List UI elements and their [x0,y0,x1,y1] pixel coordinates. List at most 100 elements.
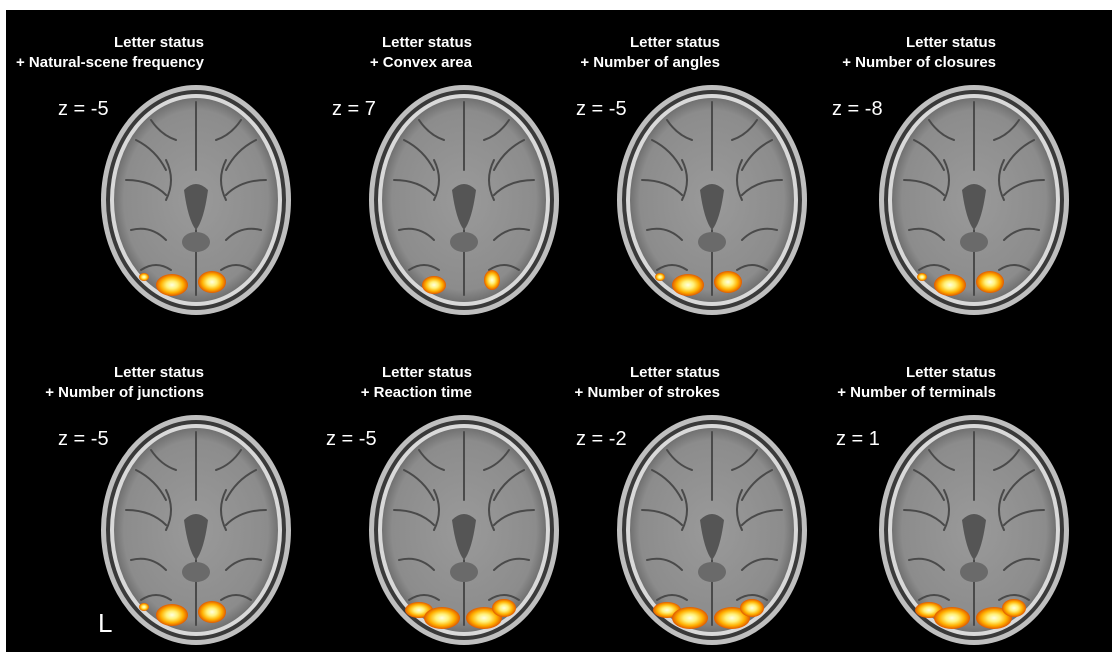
brain-panel-1: Letter status + Natural-scene frequency … [6,10,291,315]
panel-title: Letter status + Natural-scene frequency [16,33,204,73]
z-coordinate-label: z = 7 [332,98,376,120]
activation-blob [714,607,750,629]
activation-clusters [422,270,500,294]
brain-panel-6: Letter status + Reaction time z = -5 [274,340,559,645]
z-coordinate-label: z = -5 [58,428,109,450]
axial-brain-slice [101,415,291,645]
activation-blob [934,607,970,629]
cerebellum-vermis [450,562,478,582]
panel-title-line2: + Number of closures [842,54,996,71]
panel-title-line2: + Number of strokes [574,384,720,401]
activation-clusters [653,599,764,629]
brain-panel-7: Letter status + Number of strokes z = -2 [522,340,807,645]
activation-blob [156,604,188,626]
brain-panel-8: Letter status + Number of terminals z = … [778,340,1069,645]
brain-panel-4: Letter status + Number of closures z = -… [778,10,1069,315]
panel-title-line1: Letter status [629,364,720,381]
panel-title-line1: Letter status [381,34,472,51]
cerebellum-vermis [698,232,726,252]
sulci [125,431,267,626]
midbrain [184,514,208,560]
midbrain [452,184,476,230]
panel-title-line1: Letter status [905,34,996,51]
brain-panel-5: Letter status + Number of junctions z = … [6,340,291,645]
activation-blob [139,603,149,611]
axial-brain-slice [879,85,1069,315]
cerebellum-vermis [450,232,478,252]
activation-blob [466,607,502,629]
panel-title-line1: Letter status [113,34,204,51]
axial-brain-slice [617,85,807,315]
brain-panel-2: Letter status + Convex area z = 7 [274,10,559,315]
z-coordinate-label: z = -2 [576,428,627,450]
panel-title: Letter status + Number of strokes [575,363,720,403]
activation-clusters [917,271,1004,296]
midbrain [452,514,476,560]
axial-brain-slice [101,85,291,315]
sulci [903,431,1045,626]
activation-blob [198,601,226,623]
midbrain [962,184,986,230]
z-coordinate-label: z = -8 [832,98,883,120]
panel-title: Letter status + Number of angles [580,33,720,73]
sulci [393,431,535,626]
activation-blob [156,274,188,296]
activation-clusters [655,271,742,296]
panel-title-line1: Letter status [113,364,204,381]
axial-brain-slice [879,415,1069,645]
activation-blob [934,274,966,296]
z-coordinate-label: z = -5 [58,98,109,120]
activation-blob [740,599,764,617]
panel-title: Letter status + Number of junctions [45,363,204,403]
panel-title: Letter status + Convex area [370,33,472,73]
z-coordinate-label: z = 1 [836,428,880,450]
cerebellum-vermis [960,232,988,252]
activation-clusters [405,599,516,629]
sulci [125,101,267,296]
hemisphere-orientation-label: L [98,608,113,638]
midbrain [700,184,724,230]
panel-title: Letter status + Reaction time [361,363,472,403]
midbrain [700,514,724,560]
activation-blob [139,273,149,281]
panel-title-line1: Letter status [381,364,472,381]
panel-title: Letter status + Number of terminals [837,363,996,403]
panel-title-line2: + Number of junctions [45,384,204,401]
activation-blob [976,607,1012,629]
panel-title-line2: + Natural-scene frequency [16,54,204,71]
activation-blob [672,274,704,296]
activation-blob [672,607,708,629]
axial-brain-slice [617,415,807,645]
activation-blob [424,607,460,629]
panel-title-line1: Letter status [905,364,996,381]
figure-canvas: Letter status + Natural-scene frequency … [6,10,1112,652]
panel-title-line2: + Convex area [369,54,472,71]
panel-title: Letter status + Number of closures [842,33,996,73]
cerebellum-vermis [182,232,210,252]
sulci [903,101,1045,296]
panel-title-line2: + Reaction time [360,384,472,401]
axial-brain-slice [369,85,559,315]
activation-blob [1002,599,1026,617]
midbrain [184,184,208,230]
activation-blob [422,276,446,294]
axial-brain-slice [369,415,559,645]
activation-blob [492,599,516,617]
activation-blob [198,271,226,293]
panel-title-line2: + Number of angles [580,54,720,71]
activation-blob [976,271,1004,293]
activation-blob [714,271,742,293]
panel-title-line1: Letter status [629,34,720,51]
cerebellum-vermis [182,562,210,582]
brain-panel-3: Letter status + Number of angles z = -5 [522,10,807,315]
activation-blob [917,273,927,281]
cerebellum-vermis [960,562,988,582]
activation-clusters [139,271,226,296]
midbrain [962,514,986,560]
activation-blob [484,270,500,290]
panel-title-line2: + Number of terminals [837,384,996,401]
activation-clusters [915,599,1026,629]
z-coordinate-label: z = -5 [326,428,377,450]
cerebellum-vermis [698,562,726,582]
sulci [393,101,535,296]
